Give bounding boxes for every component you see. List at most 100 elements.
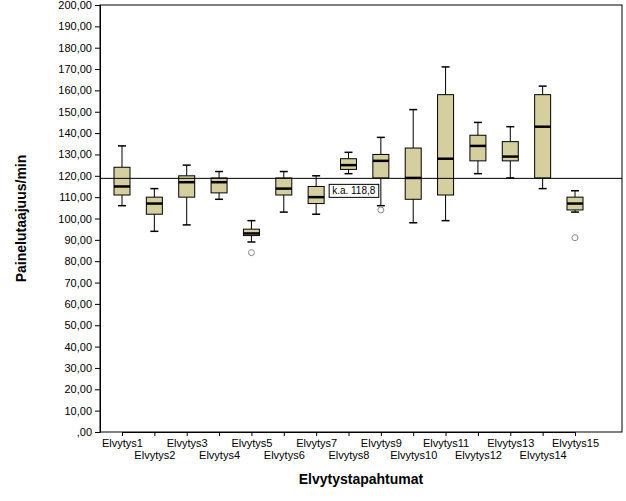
y-tick: 160,00 [58,84,100,96]
y-tick: 40,00 [64,341,100,353]
y-tick-label: 80,00 [64,255,92,267]
y-tick: 20,00 [64,383,100,395]
y-tick-mark [95,69,100,70]
x-tick-mark [219,432,220,436]
whisker-low [122,195,123,206]
box [502,127,518,178]
y-tick-label: 40,00 [64,341,92,353]
box [243,221,259,256]
whisker-cap-high [118,145,126,147]
whisker-low [380,178,381,206]
whisker-cap-low [183,224,191,226]
x-tick-label: Elvytys13 [487,437,534,449]
median [146,202,162,205]
plot-frame [100,5,622,432]
y-tick-mark [95,261,100,262]
y-tick-label: 140,00 [58,127,92,139]
y-tick-mark [95,219,100,220]
y-tick: 150,00 [58,106,100,118]
whisker-high [251,221,252,230]
y-tick-label: 70,00 [64,277,92,289]
whisker-cap-low [312,213,320,215]
y-axis-title: Painelutaajuus/min [13,155,29,283]
y-tick-mark [95,154,100,155]
y-tick-mark [95,432,100,433]
box-body [211,178,227,193]
y-tick-label: 90,00 [64,234,92,246]
y-tick-label: 200,00 [58,0,92,11]
median [341,164,357,167]
x-tick: Elvytys3 [167,432,208,449]
y-tick: 50,00 [64,319,100,331]
x-tick-label: Elvytys4 [199,449,240,461]
box-body [146,197,162,214]
whisker-high [283,172,284,178]
x-tick-label: Elvytys2 [134,449,175,461]
x-tick-mark [284,432,285,436]
y-tick-mark [95,48,100,49]
whisker-low [219,193,220,199]
y-tick-mark [95,325,100,326]
x-tick-mark [446,432,447,436]
x-axis-line [123,433,576,437]
y-tick-mark [95,90,100,91]
x-tick-mark [122,432,123,436]
y-tick-label: 110,00 [59,191,92,203]
y-tick-label: 190,00 [58,20,92,32]
box [341,152,357,173]
whisker-cap-high [150,188,158,190]
whisker-low [445,195,446,221]
x-axis-title: Elvytystapahtumat [299,471,424,487]
median [308,196,324,199]
box [308,176,324,214]
x-tick-label: Elvytys14 [520,449,567,461]
box-body [567,197,583,210]
whisker-cap-low [345,173,353,175]
whisker-cap-low [377,205,385,207]
box [567,191,583,241]
y-tick: 90,00 [64,234,100,246]
y-tick: 70,00 [64,277,100,289]
x-axis: Elvytys1Elvytys2Elvytys3Elvytys4Elvytys5… [102,432,599,461]
median [567,202,583,205]
outlier [248,250,254,256]
x-tick-label: Elvytys8 [329,449,370,461]
y-tick: 140,00 [58,127,100,139]
y-tick: 190,00 [58,20,100,32]
y-tick-mark [95,133,100,134]
y-tick: 10,00 [64,405,100,417]
whisker-high [542,86,543,95]
median [438,157,454,160]
whisker-high [380,137,381,154]
box-body [373,154,389,177]
x-tick-label: Elvytys9 [361,437,402,449]
box [470,122,486,173]
whisker-cap-low [280,211,288,213]
y-tick: 60,00 [64,298,100,310]
whisker-low [251,236,252,242]
whisker-high [186,165,187,176]
whisker-high [154,189,155,198]
y-tick-label: 180,00 [58,42,92,54]
x-tick-label: Elvytys15 [552,437,599,449]
y-tick-mark [95,26,100,27]
whisker-cap-high [474,122,482,124]
whisker-cap-low [150,231,158,233]
box [535,86,551,188]
plot-marks [100,67,622,256]
y-tick-mark [95,197,100,198]
box [211,172,227,200]
y-tick: 180,00 [58,42,100,54]
whisker-low [316,204,317,215]
whisker-cap-low [215,199,223,201]
box [179,165,195,225]
box [146,189,162,232]
y-tick-mark [95,411,100,412]
x-tick-label: Elvytys1 [102,437,143,449]
y-tick: 200,00 [58,0,100,11]
x-tick: Elvytys13 [487,432,534,449]
x-tick-mark [381,432,382,436]
y-tick-label: 120,00 [58,170,92,182]
box-body [308,186,324,203]
reference-label-text: k.a. 118,8 [332,185,376,196]
